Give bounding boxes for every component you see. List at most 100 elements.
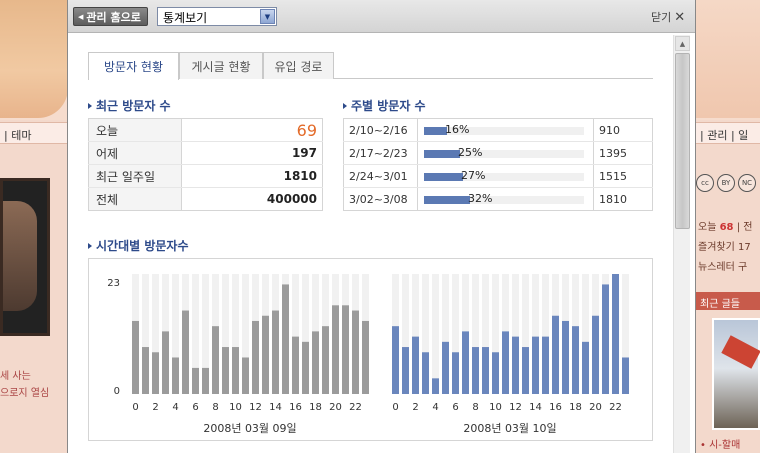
modal-scrollbar[interactable]: ▲ — [673, 35, 690, 453]
counter-total-label: | 전 — [736, 222, 753, 233]
x-tick-label: 18 — [309, 402, 322, 413]
recent-post-thumbnail[interactable] — [712, 318, 760, 430]
bar-track — [472, 274, 479, 394]
bar — [272, 310, 279, 394]
hourly-visitors-title-text: 시간대별 방문자수 — [96, 239, 189, 253]
week-count: 1395 — [593, 141, 653, 165]
counter-today-label: 오늘 — [698, 222, 717, 233]
bar — [562, 320, 569, 394]
table-row: 최근 일주일 1810 — [88, 164, 323, 188]
bar — [612, 274, 619, 394]
view-select[interactable]: 통계보기 ▼ — [157, 7, 277, 26]
bar-track — [442, 274, 449, 394]
weekly-visitors-title: 주별 방문자 수 — [343, 97, 426, 114]
bullet-icon — [88, 242, 92, 249]
week-bar-fill — [424, 127, 447, 135]
tab-post-status[interactable]: 게시글 현황 — [179, 52, 263, 79]
table-row: 전체 400000 — [88, 187, 323, 211]
bar — [512, 336, 519, 394]
bar — [332, 305, 339, 394]
bar-track — [232, 274, 239, 394]
table-row: 오늘 69 — [88, 118, 323, 142]
bar — [412, 336, 419, 394]
bar-track — [452, 274, 459, 394]
bar-track — [152, 274, 159, 394]
weekly-visitors-title-text: 주별 방문자 수 — [351, 99, 426, 113]
cc-license-icons[interactable]: cc BY NC — [696, 174, 756, 192]
week-bar-cell: 32% — [417, 187, 594, 211]
week-bar-fill — [424, 173, 463, 181]
x-tick-label: 16 — [549, 402, 562, 413]
bar — [432, 378, 439, 394]
bar — [242, 357, 249, 394]
profile-line: 으로지 열심 — [0, 388, 50, 399]
nav-left-text[interactable]: | 테마 — [4, 129, 32, 142]
admin-home-button[interactable]: ◀ 관리 홈으로 — [73, 7, 148, 26]
recent-post-link[interactable]: • 시-할매 — [700, 440, 741, 451]
week-count: 1810 — [599, 192, 627, 206]
week-bar-fill — [424, 150, 460, 158]
today-count: 69 — [181, 118, 323, 142]
bar — [202, 367, 209, 394]
view-select-value: 통계보기 — [163, 11, 208, 25]
bar — [602, 284, 609, 394]
bar — [462, 331, 469, 394]
bar-track — [142, 274, 149, 394]
row-label: 어제 — [88, 141, 182, 165]
bar — [492, 352, 499, 394]
week-bar-track — [424, 150, 584, 158]
recent-visitors-title: 최근 방문자 수 — [88, 97, 171, 114]
stats-modal: ◀ 관리 홈으로 통계보기 ▼ 닫기 ✕ 방문자 현황 게시글 현황 유입 경로… — [67, 0, 696, 453]
bar — [532, 336, 539, 394]
close-button[interactable]: 닫기 ✕ — [651, 9, 685, 25]
bar — [362, 320, 369, 394]
scroll-thumb[interactable] — [675, 53, 690, 229]
week-bar-cell: 27% — [417, 164, 594, 188]
x-tick-label: 2 — [152, 402, 158, 413]
favorites-count[interactable]: 즐겨찾기 17 — [698, 242, 751, 253]
table-row: 3/02~3/08 32% 1810 — [343, 187, 653, 211]
week-range: 2/10~2/16 — [343, 118, 418, 142]
bar — [222, 347, 229, 394]
hourly-chart: 23 0 0 2 4 6 8 10 12 14 16 18 20 22 2008년 03월 09일 0 2 4 6 8… — [107, 274, 629, 435]
bar-track — [432, 274, 439, 394]
x-tick-label: 20 — [329, 402, 342, 413]
week-bar-track — [424, 127, 584, 135]
bar-track — [522, 274, 529, 394]
bar — [482, 347, 489, 394]
bar — [342, 305, 349, 394]
tab-visitor-status[interactable]: 방문자 현황 — [88, 52, 179, 80]
bar — [152, 352, 159, 394]
bar-track — [412, 274, 419, 394]
bar — [572, 326, 579, 394]
bar-track — [622, 274, 629, 394]
x-tick-label: 0 — [132, 402, 138, 413]
x-tick-label: 4 — [432, 402, 438, 413]
bar-track — [532, 274, 539, 394]
nav-right-text[interactable]: | 관리 | 일 — [700, 129, 749, 142]
series-date-label: 2008년 03월 09일 — [203, 421, 296, 435]
chevron-down-icon[interactable]: ▼ — [260, 9, 275, 24]
newsletter-link[interactable]: 뉴스레터 구 — [698, 262, 748, 273]
bar — [622, 357, 629, 394]
scroll-up-arrow-icon[interactable]: ▲ — [675, 36, 690, 51]
hourly-chart-box: 23 0 0 2 4 6 8 10 12 14 16 18 20 22 2008년 03월 09일 0 2 4 6 8… — [88, 258, 653, 441]
bar — [392, 326, 399, 394]
bar-track — [202, 274, 209, 394]
bar-track — [492, 274, 499, 394]
week-count: 1515 — [593, 164, 653, 188]
bar — [592, 315, 599, 394]
counter-today-value: 68 — [719, 222, 734, 233]
week-bar-track — [424, 196, 584, 204]
bar — [232, 347, 239, 394]
bullet-icon — [343, 102, 347, 109]
table-row: 2/24~3/01 27% 1515 — [343, 164, 653, 188]
profile-line: 세 사는 — [0, 371, 31, 382]
row-label: 전체 — [88, 187, 182, 211]
bar — [252, 320, 259, 394]
x-tick-label: 14 — [529, 402, 542, 413]
series-date-label: 2008년 03월 10일 — [463, 421, 556, 435]
bar — [182, 310, 189, 394]
y-tick-min: 0 — [114, 386, 120, 397]
tab-referrer[interactable]: 유입 경로 — [263, 52, 334, 79]
